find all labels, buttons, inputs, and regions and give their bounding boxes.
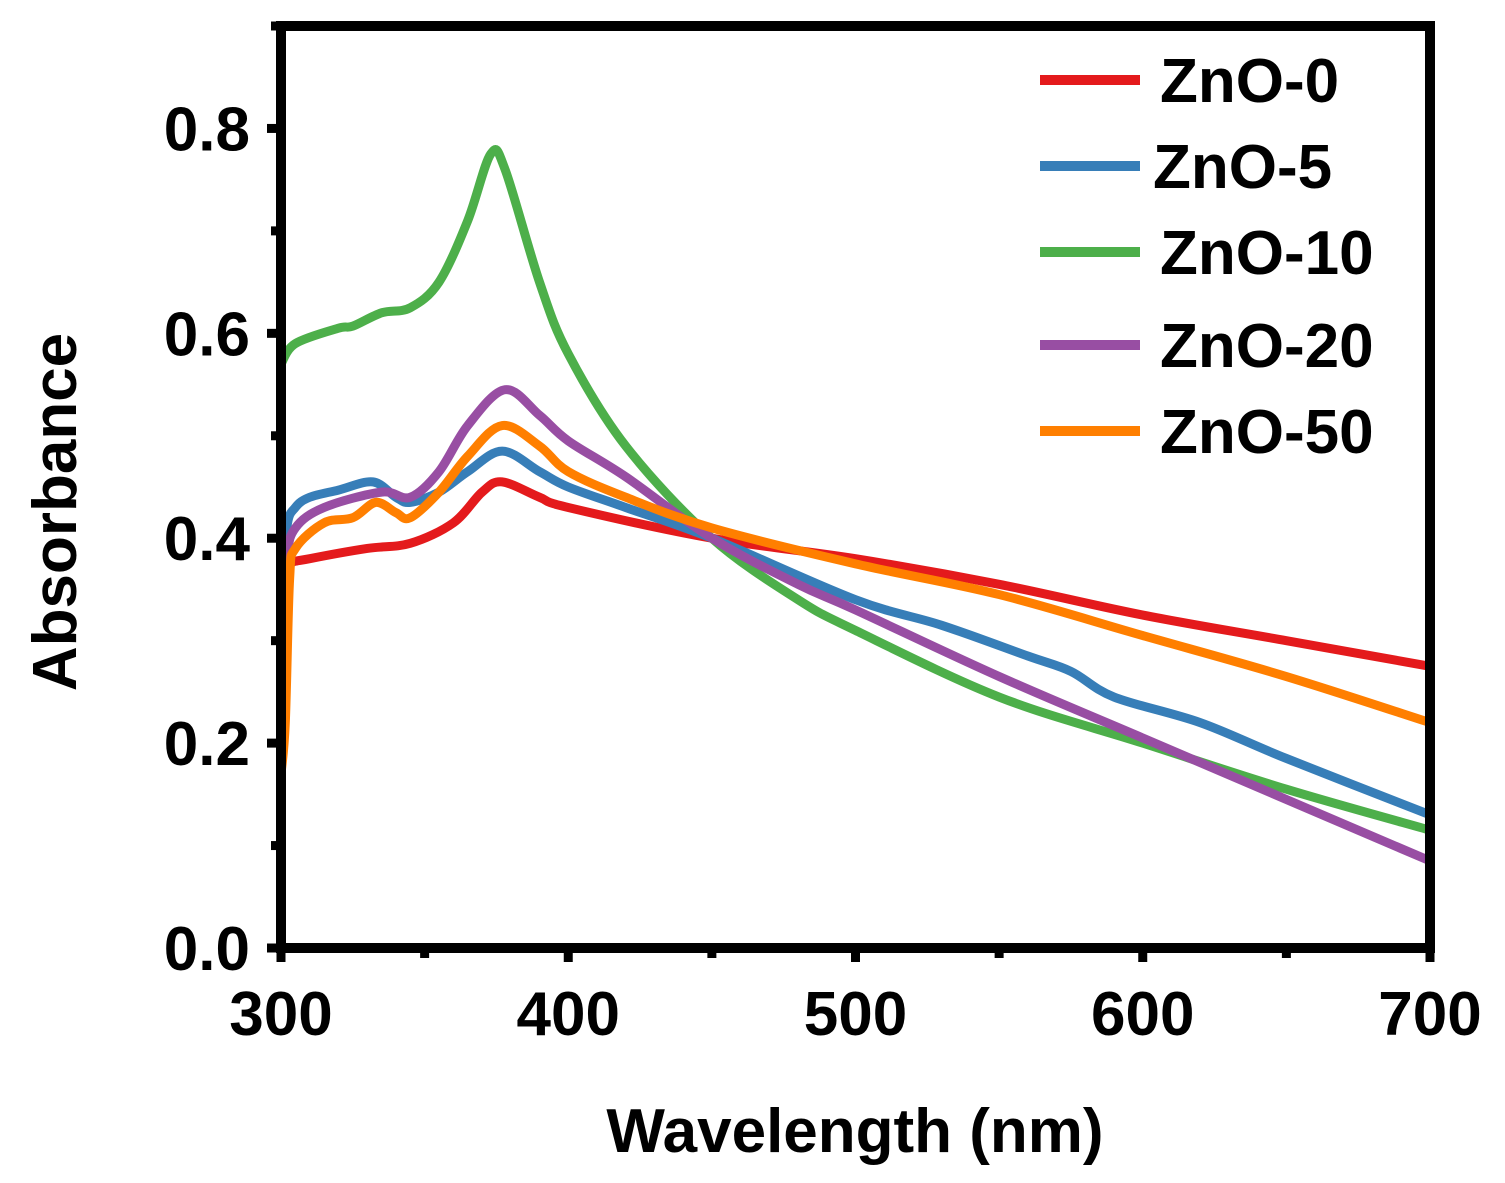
series-line-zno-20 [276,385,1435,866]
y-tick-label: 0.0 [164,915,250,984]
series-layer [276,145,1435,866]
x-tick-label: 600 [1091,980,1194,1049]
y-tick-label: 0.6 [164,300,250,369]
series-line-zno-0 [279,477,1435,671]
x-axis-label: Wavelength (nm) [606,1097,1103,1166]
series-line-zno-50 [276,421,1435,779]
x-tick-label: 500 [804,980,907,1049]
y-tick-label: 0.8 [164,95,250,164]
legend-label: ZnO-0 [1160,47,1339,116]
y-tick-label: 0.2 [164,710,250,779]
legend-label: ZnO-10 [1160,219,1374,288]
legend-label: ZnO-20 [1160,312,1374,381]
series-line-zno-5 [276,446,1435,820]
x-tick-label: 400 [517,980,620,1049]
tick-layer: 300 400 500 600 700 0.0 0.2 0.4 0.6 0.8 [164,21,1482,1049]
legend-label: ZnO-5 [1153,133,1332,202]
x-tick-label: 700 [1378,980,1481,1049]
y-axis-label: Absorbance [21,333,90,691]
legend-label: ZnO-50 [1160,398,1374,467]
y-tick-label: 0.4 [164,505,251,574]
series-line-zno-10 [276,145,1435,835]
x-tick-label: 300 [229,980,332,1049]
legend: ZnO-0 ZnO-5 ZnO-10 ZnO-20 ZnO-50 [1040,47,1374,467]
